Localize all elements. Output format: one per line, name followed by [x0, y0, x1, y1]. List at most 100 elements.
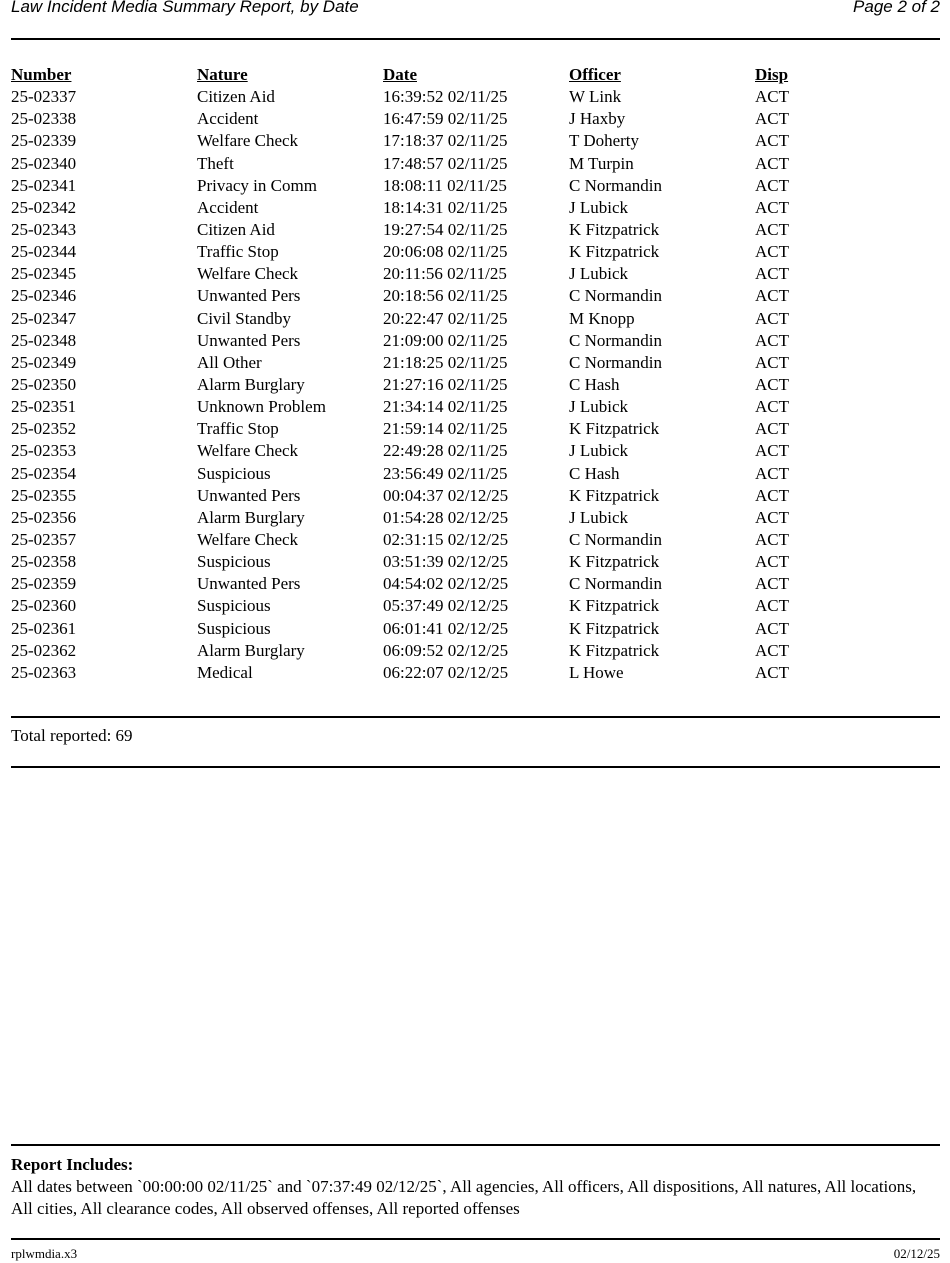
cell-officer: K Fitzpatrick: [569, 596, 660, 616]
report-includes: Report Includes: All dates between `00:0…: [11, 1154, 934, 1220]
cell-date: 19:27:54 02/11/25: [383, 219, 508, 239]
cell-nature: Citizen Aid: [197, 87, 275, 107]
cell-date: 21:34:14 02/11/25: [383, 397, 508, 417]
table-row: 25-02355 Unwanted Pers 00:04:37 02/12/25 K …: [11, 485, 941, 507]
cell-officer: C Hash: [569, 374, 620, 394]
cell-nature: Unwanted Pers: [197, 485, 301, 505]
cell-date: 20:06:08 02/11/25: [383, 242, 508, 262]
cell-disp: ACT: [755, 242, 789, 262]
cell-nature: All Other: [197, 352, 262, 372]
cell-officer: J Lubick: [569, 441, 629, 461]
cell-date: 04:54:02 02/12/25: [383, 574, 509, 594]
table-row: 25-02341 Privacy in Comm 18:08:11 02/11/25…: [11, 175, 941, 197]
cell-number: 25-02346: [11, 286, 77, 306]
table-row: 25-02354 Suspicious 23:56:49 02/11/25 C Has…: [11, 463, 941, 485]
cell-disp: ACT: [755, 87, 789, 107]
cell-date: 18:08:11 02/11/25: [383, 175, 507, 195]
divider: [11, 1238, 940, 1240]
cell-number: 25-02338: [11, 109, 77, 129]
incident-table: Number Nature Date Officer Disp 25-02337…: [11, 64, 941, 684]
cell-disp: ACT: [755, 197, 789, 217]
cell-number: 25-02337: [11, 87, 77, 107]
cell-officer: C Hash: [569, 463, 620, 483]
cell-nature: Accident: [197, 197, 259, 217]
column-header-officer: Officer: [569, 65, 621, 84]
cell-disp: ACT: [755, 529, 789, 549]
cell-number: 25-02340: [11, 153, 77, 173]
cell-number: 25-02347: [11, 308, 77, 328]
cell-officer: J Haxby: [569, 109, 626, 129]
cell-date: 17:48:57 02/11/25: [383, 153, 508, 173]
cell-disp: ACT: [755, 574, 789, 594]
cell-disp: ACT: [755, 441, 789, 461]
table-row: 25-02339 Welfare Check 17:18:37 02/11/25 T …: [11, 130, 941, 152]
cell-date: 23:56:49 02/11/25: [383, 463, 508, 483]
divider: [11, 1144, 940, 1146]
column-header-disp: Disp: [755, 65, 789, 84]
divider: [11, 38, 940, 40]
cell-number: 25-02363: [11, 662, 77, 682]
cell-nature: Unwanted Pers: [197, 286, 301, 306]
cell-officer: K Fitzpatrick: [569, 219, 660, 239]
cell-number: 25-02358: [11, 552, 77, 572]
cell-nature: Traffic Stop: [197, 242, 279, 262]
table-row: 25-02342 Accident 18:14:31 02/11/25 J Lubic…: [11, 197, 941, 219]
total-reported: Total reported: 69: [11, 726, 133, 745]
cell-nature: Unknown Problem: [197, 397, 326, 417]
cell-nature: Traffic Stop: [197, 419, 279, 439]
cell-nature: Welfare Check: [197, 529, 299, 549]
cell-date: 20:11:56 02/11/25: [383, 264, 507, 284]
cell-disp: ACT: [755, 308, 789, 328]
table-row: 25-02337 Citizen Aid 16:39:52 02/11/25 W Li…: [11, 86, 941, 108]
cell-number: 25-02350: [11, 374, 77, 394]
cell-nature: Welfare Check: [197, 441, 299, 461]
cell-nature: Medical: [197, 662, 253, 682]
table-row: 25-02347 Civil Standby 20:22:47 02/11/25 M …: [11, 308, 941, 330]
cell-date: 21:09:00 02/11/25: [383, 330, 508, 350]
cell-nature: Theft: [197, 153, 234, 173]
cell-officer: K Fitzpatrick: [569, 618, 660, 638]
page-number: Page 2 of 2: [853, 0, 940, 16]
cell-number: 25-02352: [11, 419, 77, 439]
cell-nature: Welfare Check: [197, 131, 299, 151]
cell-nature: Welfare Check: [197, 264, 299, 284]
cell-officer: M Knopp: [569, 308, 635, 328]
table-row: 25-02358 Suspicious 03:51:39 02/12/25 K Fit…: [11, 551, 941, 573]
cell-number: 25-02341: [11, 175, 77, 195]
cell-officer: K Fitzpatrick: [569, 640, 660, 660]
cell-officer: M Turpin: [569, 153, 634, 173]
cell-disp: ACT: [755, 507, 789, 527]
cell-date: 02:31:15 02/12/25: [383, 529, 509, 549]
table-row: 25-02360 Suspicious 05:37:49 02/12/25 K Fit…: [11, 595, 941, 617]
cell-nature: Privacy in Comm: [197, 175, 317, 195]
divider: [11, 766, 940, 768]
cell-officer: T Doherty: [569, 131, 640, 151]
column-header-date: Date: [383, 65, 417, 84]
cell-disp: ACT: [755, 485, 789, 505]
cell-number: 25-02354: [11, 463, 77, 483]
cell-disp: ACT: [755, 397, 789, 417]
cell-number: 25-02343: [11, 219, 77, 239]
cell-date: 06:01:41 02/12/25: [383, 618, 509, 638]
cell-disp: ACT: [755, 264, 789, 284]
cell-officer: C Normandin: [569, 175, 663, 195]
cell-date: 20:22:47 02/11/25: [383, 308, 508, 328]
cell-officer: C Normandin: [569, 330, 663, 350]
table-row: 25-02356 Alarm Burglary 01:54:28 02/12/25 J…: [11, 507, 941, 529]
footer-date: 02/12/25: [893, 1246, 940, 1261]
cell-officer: C Normandin: [569, 352, 663, 372]
cell-nature: Unwanted Pers: [197, 574, 301, 594]
table-row: 25-02359 Unwanted Pers 04:54:02 02/12/25 C …: [11, 573, 941, 595]
cell-number: 25-02357: [11, 529, 77, 549]
table-row: 25-02363 Medical 06:22:07 02/12/25 L Howe AC…: [11, 662, 941, 684]
cell-number: 25-02361: [11, 618, 77, 638]
cell-officer: C Normandin: [569, 529, 663, 549]
table-row: 25-02346 Unwanted Pers 20:18:56 02/11/25 C …: [11, 285, 941, 307]
cell-officer: K Fitzpatrick: [569, 552, 660, 572]
cell-disp: ACT: [755, 662, 789, 682]
cell-date: 21:18:25 02/11/25: [383, 352, 508, 372]
cell-number: 25-02345: [11, 264, 77, 284]
table-row: 25-02344 Traffic Stop 20:06:08 02/11/25 K F…: [11, 241, 941, 263]
cell-date: 18:14:31 02/11/25: [383, 197, 508, 217]
cell-nature: Suspicious: [197, 463, 271, 483]
